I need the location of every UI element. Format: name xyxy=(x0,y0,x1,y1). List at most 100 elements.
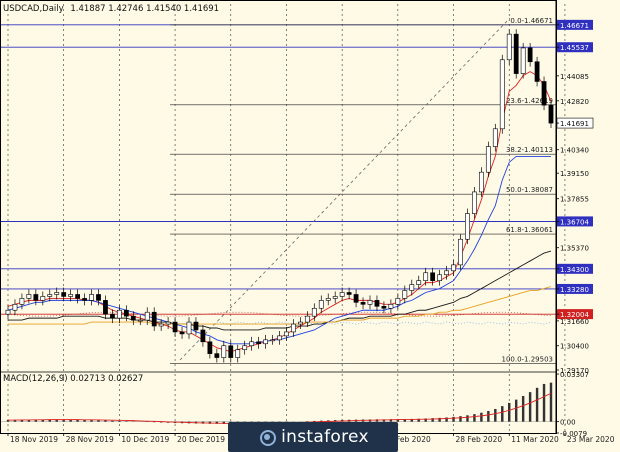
candle-body xyxy=(179,331,185,335)
candle-body xyxy=(458,238,463,266)
candle-body xyxy=(444,270,449,276)
candle-body xyxy=(228,345,234,358)
fib-level-label: 38.2-1.40113 xyxy=(506,146,553,154)
ma-line-2 xyxy=(8,250,552,331)
candle-body xyxy=(249,341,255,347)
candle-body xyxy=(61,292,67,297)
macd-panel xyxy=(0,371,556,424)
candle-body xyxy=(200,329,206,343)
fib-level-label: 50.0-1.38087 xyxy=(506,186,553,194)
candle-body xyxy=(513,33,519,74)
fib-level-label: 61.8-1.36061 xyxy=(506,226,553,234)
date-tick-label: 18 Nov 2019 xyxy=(10,435,58,444)
candle-body xyxy=(492,128,498,147)
candle-body xyxy=(165,321,171,325)
candle-body xyxy=(158,323,164,327)
watermark-text: instaforex xyxy=(281,427,369,447)
candle-body xyxy=(416,280,422,285)
price-tick-label: 1.29170 xyxy=(560,367,589,375)
candle-body xyxy=(270,339,275,342)
candle-body xyxy=(311,307,317,317)
grid-lines xyxy=(7,4,566,433)
candle-body xyxy=(437,274,443,281)
candle-body xyxy=(68,294,74,297)
dashed-trendline xyxy=(179,17,511,361)
candle-body xyxy=(534,61,540,82)
candle-body xyxy=(548,104,554,124)
candle-body xyxy=(33,294,39,301)
fib-level-label: 100.0-1.29503 xyxy=(501,355,553,363)
instaforex-watermark: instaforex xyxy=(228,422,398,452)
candle-body xyxy=(402,290,408,299)
candle-body xyxy=(214,353,220,358)
fib-level-label: 0.0-1.46671 xyxy=(510,17,553,25)
candle-body xyxy=(527,47,533,63)
candle-body xyxy=(263,339,268,345)
candle-body xyxy=(172,321,178,333)
macd-label: MACD(12,26,9) 0.02713 0.02627 xyxy=(3,374,143,384)
date-tick-label: 28 Feb 2020 xyxy=(456,435,503,444)
candlesticks xyxy=(5,29,554,363)
candle-body xyxy=(353,294,359,303)
candle-body xyxy=(395,298,401,305)
instaforex-logo-icon xyxy=(257,428,277,446)
candle-body xyxy=(339,292,345,297)
candle-body xyxy=(137,319,143,322)
price-tick-label: 1.39150 xyxy=(560,170,589,178)
candle-body xyxy=(235,349,241,358)
ma-line-3 xyxy=(8,286,552,325)
price-tick-label: 1.33280 xyxy=(560,286,589,294)
candle-body xyxy=(506,33,512,61)
price-tag-box xyxy=(557,309,593,320)
date-tick-label: 23 Mar 2020 xyxy=(567,435,615,444)
candle-body xyxy=(151,311,157,327)
macd-tick-label: 0.03307 xyxy=(560,371,589,379)
candle-body xyxy=(110,313,115,319)
candle-body xyxy=(423,272,429,281)
candle-body xyxy=(193,321,199,331)
candle-body xyxy=(478,171,484,193)
candle-body xyxy=(82,298,87,301)
date-label-fragment: Feb 2020 xyxy=(396,435,431,444)
candle-body xyxy=(284,331,289,337)
candle-body xyxy=(123,309,129,317)
symbol-name: USDCAD,Daily xyxy=(3,4,64,14)
price-tick-label: 1.32004 xyxy=(560,311,589,319)
candle-body xyxy=(277,335,282,341)
date-tick-label: 11 Mar 2020 xyxy=(511,435,559,444)
price-tag-box xyxy=(557,42,593,53)
candle-body xyxy=(12,304,18,311)
fibonacci-levels: 0.0-1.46671 23.6-1.42619 38.2-1.40113 50.0-… xyxy=(170,17,556,364)
candle-body xyxy=(144,311,150,321)
fib-level-label: 23.6-1.42619 xyxy=(506,97,553,105)
ichimoku-cloud xyxy=(7,311,552,325)
macd-tick-label: -0.0079 xyxy=(560,430,587,438)
candle-body xyxy=(499,59,505,130)
candle-body xyxy=(332,296,338,299)
candle-body xyxy=(75,294,81,299)
cloud-span-a xyxy=(7,311,552,317)
horizontal-lines xyxy=(0,24,556,315)
candle-body xyxy=(304,315,310,323)
candle-body xyxy=(26,294,32,299)
candle-body xyxy=(541,81,547,106)
candle-body xyxy=(430,272,436,281)
candle-body xyxy=(89,294,94,301)
candle-body xyxy=(451,264,456,272)
candle-body xyxy=(318,300,324,309)
candle-body xyxy=(465,213,470,240)
symbol-label: USDCAD,Daily 1.41887 1.42746 1.41540 1.4… xyxy=(3,4,219,14)
candle-body xyxy=(103,300,108,315)
candle-body xyxy=(256,341,262,345)
price-tick-label: 1.46671 xyxy=(560,22,589,30)
candle-body xyxy=(374,300,380,307)
price-tick-label: 1.41691 xyxy=(560,120,589,128)
price-tick-label: 1.45537 xyxy=(560,44,589,52)
candle-body xyxy=(472,191,477,214)
ohlc-values: 1.41887 1.42746 1.41540 1.41691 xyxy=(70,4,219,14)
candle-body xyxy=(19,298,25,305)
candle-body xyxy=(221,345,227,358)
candle-body xyxy=(346,292,352,295)
candle-body xyxy=(360,302,366,305)
